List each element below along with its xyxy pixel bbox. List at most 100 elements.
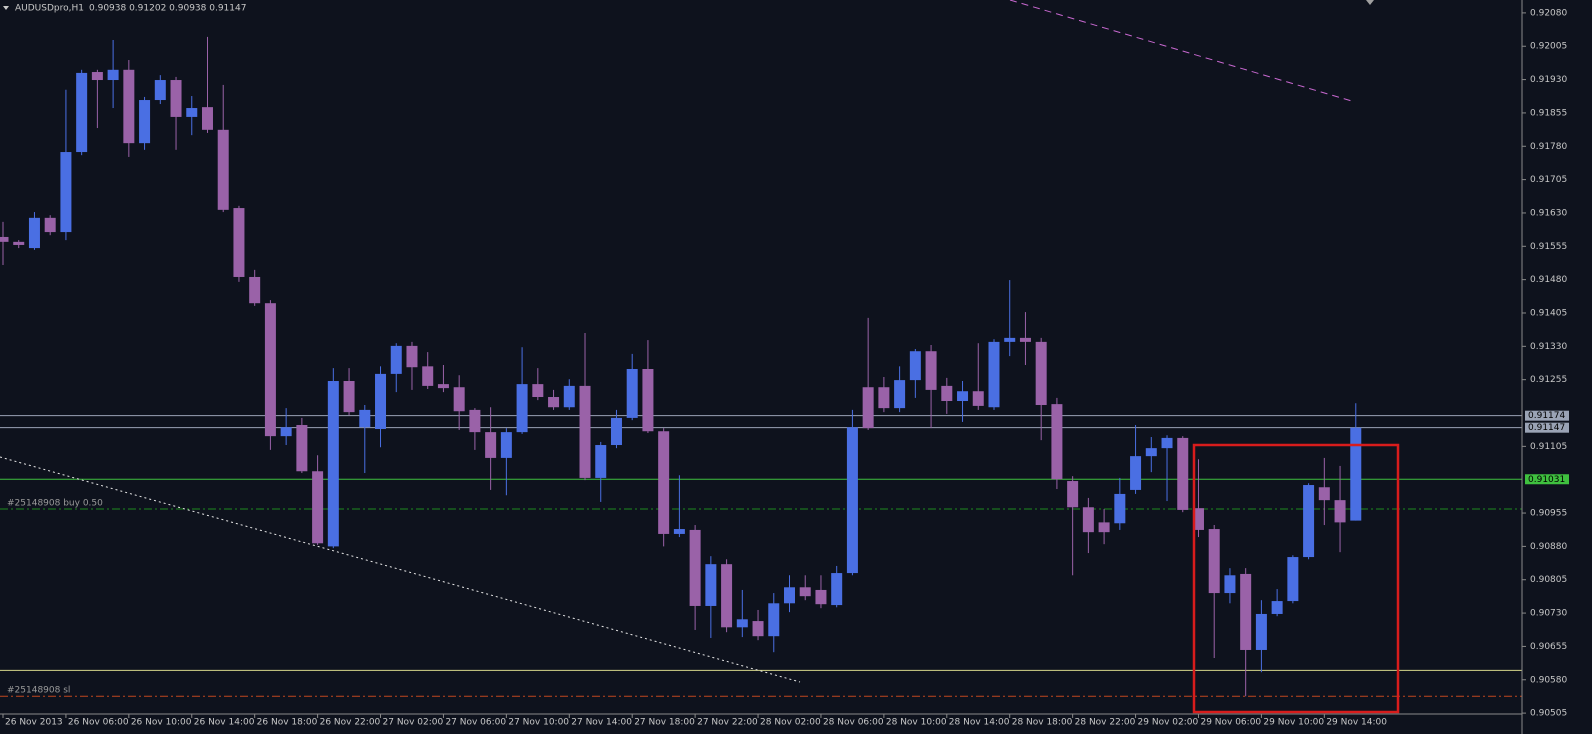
x-tick-label: 27 Nov 18:00 bbox=[634, 718, 695, 728]
highlight-box bbox=[1192, 443, 1400, 714]
candle-body bbox=[1350, 427, 1362, 521]
level-badge bbox=[1525, 410, 1569, 421]
candle-body bbox=[375, 373, 387, 430]
candle-body bbox=[107, 69, 119, 81]
candle-body bbox=[422, 366, 434, 386]
level-badge bbox=[1525, 474, 1569, 485]
symbol: AUDUSDpro,H1 bbox=[15, 4, 84, 14]
candle-body bbox=[1130, 456, 1142, 490]
candle-body bbox=[327, 381, 339, 547]
y-tick-label: 0.90880 bbox=[1530, 542, 1567, 552]
x-tick-label: 29 Nov 14:00 bbox=[1326, 718, 1387, 728]
candle-body bbox=[1067, 481, 1079, 508]
y-tick-label: 0.90805 bbox=[1530, 575, 1567, 585]
candle-body bbox=[799, 587, 811, 597]
x-tick-label: 26 Nov 18:00 bbox=[257, 718, 318, 728]
candle-body bbox=[437, 384, 449, 389]
x-tick-label: 26 Nov 10:00 bbox=[131, 718, 192, 728]
x-tick-label: 27 Nov 22:00 bbox=[697, 718, 758, 728]
candle-body bbox=[280, 427, 292, 437]
candle-body bbox=[0, 236, 9, 242]
candle-body bbox=[1177, 437, 1189, 510]
y-tick-label: 0.91630 bbox=[1530, 208, 1567, 218]
candle-body bbox=[1051, 404, 1063, 480]
candle-body bbox=[1019, 337, 1031, 342]
candle-body bbox=[878, 387, 890, 409]
candle-body bbox=[705, 564, 717, 606]
candle-body bbox=[312, 471, 324, 544]
y-tick-label: 0.90955 bbox=[1530, 509, 1567, 519]
candle-body bbox=[1208, 529, 1220, 594]
candle-body bbox=[1098, 522, 1110, 533]
shift-marker bbox=[1366, 0, 1374, 5]
candle-body bbox=[925, 351, 937, 390]
candle-body bbox=[44, 217, 56, 233]
y-tick-label: 0.91330 bbox=[1530, 342, 1567, 352]
candle-body bbox=[595, 445, 607, 478]
y-tick-label: 0.92080 bbox=[1530, 8, 1567, 18]
candle-body bbox=[846, 427, 858, 574]
candle-body bbox=[485, 432, 497, 458]
candle-body bbox=[406, 345, 418, 368]
x-tick-label: 28 Nov 22:00 bbox=[1075, 718, 1136, 728]
candle-body bbox=[862, 387, 874, 429]
x-tick-label: 26 Nov 22:00 bbox=[320, 718, 381, 728]
candle-body bbox=[516, 384, 528, 433]
x-tick-label: 29 Nov 06:00 bbox=[1200, 718, 1261, 728]
level-label: #25148908 sl bbox=[7, 686, 70, 696]
level-badge-label: 0.91147 bbox=[1528, 423, 1565, 433]
candle-body bbox=[1240, 573, 1252, 650]
y-tick-label: 0.91705 bbox=[1530, 175, 1567, 185]
candle-body bbox=[296, 425, 308, 472]
candle-body bbox=[469, 409, 481, 433]
candle-body bbox=[894, 380, 906, 409]
candle-body bbox=[988, 341, 1000, 408]
candle-body bbox=[359, 409, 371, 428]
y-tick-label: 0.91105 bbox=[1530, 442, 1567, 452]
y-tick-label: 0.91405 bbox=[1530, 308, 1567, 318]
candle-body bbox=[1224, 575, 1236, 594]
x-tick-label: 26 Nov 06:00 bbox=[68, 718, 129, 728]
candle-body bbox=[736, 619, 748, 628]
x-tick-label: 26 Nov 2013 bbox=[5, 718, 63, 728]
candle-body bbox=[28, 217, 40, 249]
y-tick-label: 0.91255 bbox=[1530, 375, 1567, 385]
x-tick-label: 27 Nov 14:00 bbox=[571, 718, 632, 728]
candle-body bbox=[658, 431, 670, 534]
menu-arrow[interactable] bbox=[3, 6, 9, 10]
candle-body bbox=[1035, 341, 1047, 406]
candle-body bbox=[264, 303, 276, 437]
candle-body bbox=[784, 587, 795, 604]
candle-body bbox=[532, 384, 544, 398]
candle-body bbox=[1192, 508, 1204, 530]
y-tick-label: 0.90655 bbox=[1530, 642, 1567, 652]
y-tick-label: 0.91555 bbox=[1530, 242, 1567, 252]
x-tick-label: 27 Nov 06:00 bbox=[445, 718, 506, 728]
candle-body bbox=[170, 80, 182, 117]
candle-body bbox=[500, 432, 512, 458]
candle-body bbox=[1161, 437, 1173, 449]
candle-body bbox=[1145, 448, 1157, 457]
candle-body bbox=[1318, 487, 1330, 501]
candle-body bbox=[957, 391, 969, 402]
level-badge bbox=[1525, 422, 1569, 433]
candle-body bbox=[343, 381, 355, 413]
x-tick-label: 28 Nov 18:00 bbox=[1012, 718, 1073, 728]
x-tick-label: 28 Nov 06:00 bbox=[823, 718, 884, 728]
plot-area bbox=[0, 36, 1522, 697]
candle-body bbox=[972, 391, 984, 406]
candle-body bbox=[909, 351, 921, 381]
y-tick-label: 0.92005 bbox=[1530, 42, 1567, 52]
candle-body bbox=[752, 621, 764, 637]
y-tick-label: 0.90505 bbox=[1530, 709, 1567, 719]
y-tick-label: 0.91780 bbox=[1530, 142, 1567, 152]
level-badge-label: 0.91031 bbox=[1528, 475, 1565, 485]
level-label: #25148908 buy 0.50 bbox=[7, 499, 103, 509]
candle-body bbox=[201, 107, 213, 130]
candle-body bbox=[76, 72, 88, 153]
candle-body bbox=[249, 276, 261, 304]
candle-body bbox=[815, 589, 827, 605]
candle-body bbox=[610, 417, 622, 446]
